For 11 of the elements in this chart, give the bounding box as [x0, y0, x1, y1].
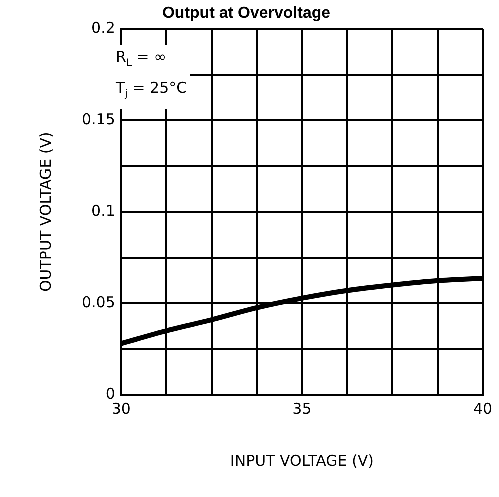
x-axis-title: INPUT VOLTAGE (V) — [230, 452, 374, 470]
y-axis-title: OUTPUT VOLTAGE (V) — [36, 132, 55, 292]
x-tick-label: 40 — [473, 400, 493, 418]
x-tick-label: 35 — [292, 400, 312, 418]
y-tick-label: 0.05 — [82, 293, 116, 312]
y-tick-label: 0.1 — [92, 202, 116, 220]
annotation: T$_{j}$ = 25°C — [116, 78, 188, 102]
y-tick-label: 0.2 — [92, 19, 116, 38]
chart-title: Output at Overvoltage — [162, 5, 331, 22]
y-tick-label: 0.15 — [82, 110, 116, 129]
annotation: R$_{L}$ = ∞ — [116, 47, 168, 71]
